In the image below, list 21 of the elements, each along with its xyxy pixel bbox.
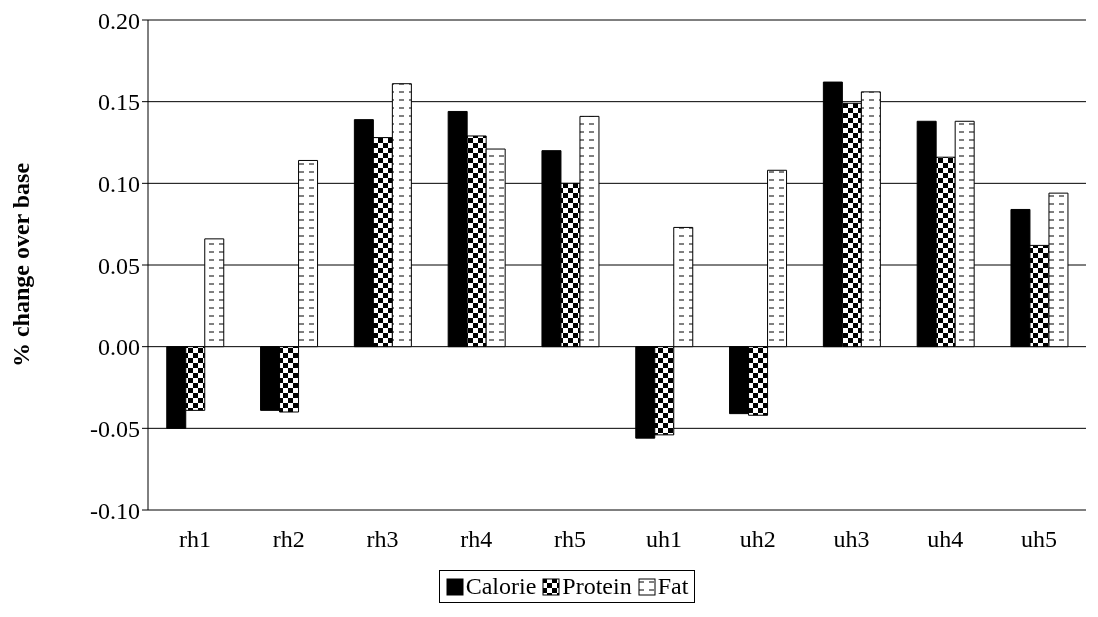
x-tick-label: uh3	[833, 526, 870, 553]
x-tick-label: uh5	[1021, 526, 1058, 553]
y-tick-label: 0.00	[98, 334, 140, 361]
y-tick-label: -0.05	[90, 415, 140, 442]
x-tick-label: uh4	[927, 526, 964, 553]
legend-label: Protein	[561, 573, 632, 600]
x-tick-label: rh1	[178, 526, 211, 553]
y-tick-label: -0.10	[90, 497, 140, 524]
x-tick-label: rh2	[272, 526, 305, 553]
x-tick-label: rh4	[460, 526, 493, 553]
x-tick-label: rh3	[366, 526, 399, 553]
y-tick-label: 0.15	[98, 89, 140, 116]
legend-label: Calorie	[464, 573, 537, 600]
y-tick-label: 0.20	[98, 7, 140, 34]
y-axis-title: % change over base	[7, 162, 34, 368]
x-tick-label: rh5	[554, 526, 587, 553]
x-tick-label: uh1	[645, 526, 682, 553]
y-tick-label: 0.10	[98, 170, 140, 197]
x-tick-label: uh2	[739, 526, 776, 553]
legend-label: Fat	[656, 573, 689, 600]
y-tick-label: 0.05	[98, 252, 140, 279]
